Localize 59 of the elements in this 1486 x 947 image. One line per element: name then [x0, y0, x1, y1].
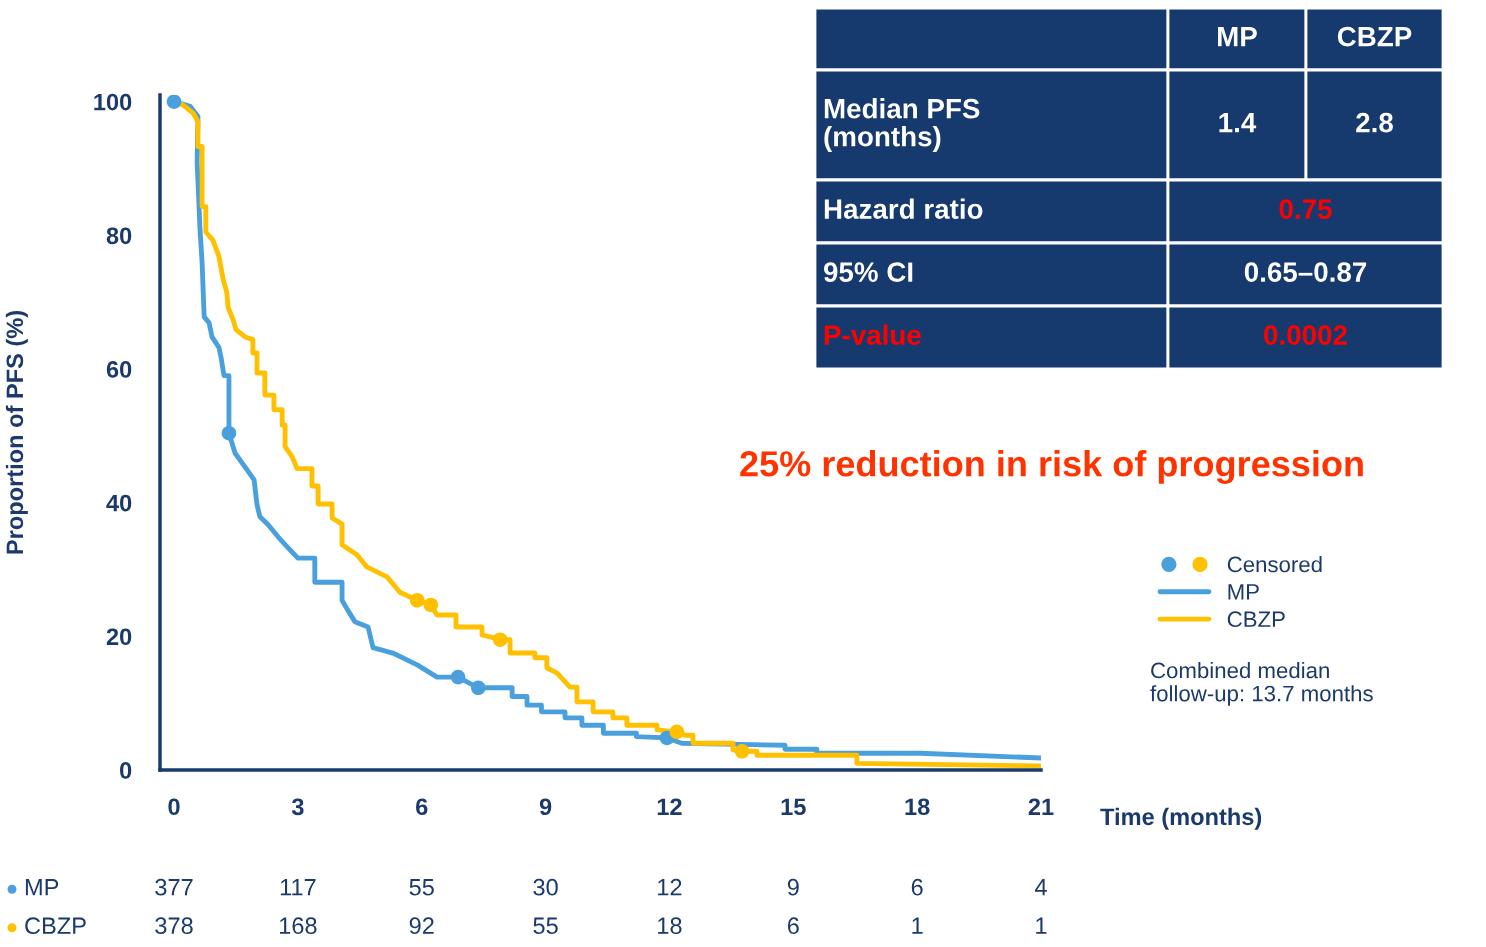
annotation: 25% reduction in risk of progression: [740, 450, 1363, 484]
x-tick-label: 12: [657, 798, 682, 815]
point: [669, 724, 685, 740]
text: 6: [787, 917, 799, 935]
text: 377: [155, 878, 193, 896]
category-label: MP: [1218, 27, 1257, 47]
text: 12: [658, 878, 682, 896]
y-tick-label: 80: [106, 227, 132, 245]
x-tick-label: 6: [416, 798, 428, 816]
text: 0.75: [1279, 199, 1332, 219]
text: 0.65–0.87: [1244, 262, 1367, 282]
legend-label: MP: [1228, 584, 1259, 600]
y-tick-label: 0: [120, 762, 132, 779]
text: 2.8: [1356, 112, 1393, 133]
category-label: MP: [25, 879, 59, 896]
point: [166, 95, 182, 109]
text: Combined median follow-up: 13.7 months: [1150, 662, 1373, 706]
x-tick-label: 15: [781, 798, 806, 816]
y-tick-label: 40: [106, 494, 132, 512]
x-tick-label: 3: [291, 798, 304, 816]
text: 117: [280, 879, 316, 896]
legend-label: Censored: [1227, 556, 1322, 573]
text: 55: [533, 917, 558, 935]
text: 92: [409, 917, 434, 935]
point: [492, 632, 508, 647]
legend-label: CBZP: [1227, 611, 1285, 628]
category-label: CBZP: [1337, 26, 1412, 47]
y-tick-label: 100: [94, 93, 132, 111]
text: 30: [533, 878, 558, 896]
x-tick-label: 21: [1028, 798, 1054, 815]
point: [221, 425, 237, 441]
y-tick-label: 60: [106, 361, 132, 378]
point: [409, 592, 425, 608]
category-label: P-value: [824, 324, 921, 345]
text: 6: [911, 878, 923, 896]
y-tick-label: 20: [106, 628, 132, 646]
category-label: Hazard ratio: [824, 198, 983, 219]
category-label: 95% CI: [823, 262, 913, 282]
text: 55: [409, 879, 434, 896]
x-tick-label: 0: [168, 798, 180, 816]
text: 9: [787, 878, 799, 896]
text: 1: [1036, 917, 1047, 934]
text: 1: [912, 917, 923, 934]
x-tick-label: 18: [905, 798, 930, 816]
text: 378: [155, 917, 193, 935]
text: 18: [658, 917, 682, 935]
y-axis-title: Proportion of PFS (%): [5, 311, 28, 554]
text: 4: [1034, 879, 1047, 896]
point: [734, 744, 750, 759]
text: 0.0002: [1264, 325, 1347, 345]
x-tick-label: 9: [539, 798, 552, 816]
category-label: CBZP: [25, 917, 86, 935]
x-axis-title: Time (months): [1100, 807, 1262, 830]
text: 1.4: [1219, 113, 1257, 133]
category-label: Median PFS (months): [824, 98, 980, 152]
text: 168: [279, 917, 317, 935]
point: [471, 680, 486, 696]
point: [450, 669, 466, 685]
point: [423, 597, 439, 613]
